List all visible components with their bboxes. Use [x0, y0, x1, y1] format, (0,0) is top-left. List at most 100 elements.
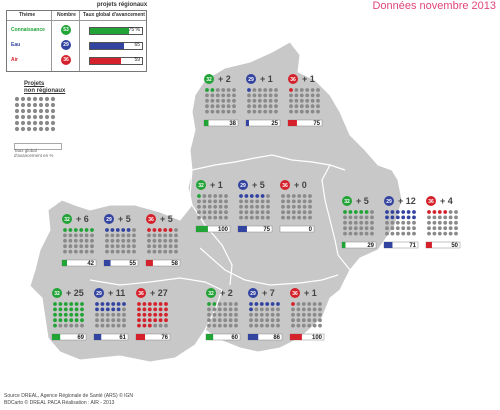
eau-count-badge — [238, 180, 248, 190]
grey-dot — [432, 226, 437, 231]
air-dot — [137, 312, 141, 317]
grey-dot — [210, 98, 215, 103]
grey-dot — [217, 323, 222, 328]
grey-dot — [105, 312, 110, 317]
air-dot — [291, 302, 295, 306]
grey-dot — [224, 199, 228, 204]
grey-dot — [168, 249, 173, 254]
grey-dot — [281, 199, 285, 204]
air-dot — [153, 312, 158, 317]
connaissance-progress-fill — [342, 242, 346, 248]
grey-dot — [205, 93, 209, 98]
grey-dot — [390, 220, 395, 225]
connaissance-progress-value: 60 — [231, 335, 238, 341]
grey-dot — [364, 220, 369, 225]
non-regional-dot — [32, 114, 38, 120]
air-progress-value: 76 — [161, 335, 168, 341]
grey-dot — [297, 194, 302, 198]
non-regional-dot — [32, 120, 38, 126]
connaissance-dot — [68, 228, 73, 232]
grey-dot — [265, 312, 270, 317]
non-regional-dot — [26, 108, 32, 114]
eau-progress-fill — [94, 334, 102, 340]
grey-dot — [239, 199, 243, 204]
grey-dot — [252, 104, 257, 109]
grey-dot — [266, 194, 270, 198]
grey-dot — [281, 194, 285, 198]
grey-dot — [286, 204, 291, 209]
non-regional-dot — [20, 102, 26, 108]
grey-dot — [84, 244, 89, 249]
bouches-du-rhone-eau-group: 29 + 11 61 — [93, 288, 129, 341]
grey-dot — [364, 231, 369, 236]
connaissance-dot — [69, 307, 74, 312]
grey-dot — [247, 93, 251, 98]
grey-dot — [308, 199, 312, 204]
grey-dot — [234, 312, 238, 317]
alpes-de-haute-provence-eau-group: 29 + 1 25 — [245, 74, 281, 127]
grey-dot — [291, 210, 296, 215]
eau-dot — [249, 194, 254, 198]
eau-dot — [259, 302, 264, 306]
air-count-text: 36 — [148, 217, 154, 223]
grey-dot — [454, 215, 458, 220]
eau-dot — [249, 302, 253, 306]
grey-dot — [257, 88, 262, 92]
air-progress-fill — [136, 334, 146, 340]
eau-dot — [239, 194, 243, 198]
grey-dot — [268, 98, 273, 103]
grey-dot — [296, 318, 301, 323]
grey-dot — [79, 238, 84, 243]
connaissance-dot — [79, 228, 84, 232]
grey-dot — [281, 215, 285, 220]
legend-count-badge-2: 36 — [61, 55, 71, 65]
grey-dot — [69, 323, 74, 328]
connaissance-dot — [343, 210, 347, 214]
grey-dot — [286, 199, 291, 204]
grey-dot — [305, 104, 310, 109]
grey-dot — [406, 220, 411, 225]
grey-dot — [68, 249, 73, 254]
grey-dot — [207, 199, 212, 204]
grey-dot — [234, 302, 238, 306]
grey-dot — [163, 244, 168, 249]
grey-dot — [255, 210, 260, 215]
grey-dot — [268, 93, 273, 98]
grey-dot — [157, 238, 162, 243]
grey-dot — [197, 204, 201, 209]
grey-dot — [310, 93, 315, 98]
grey-dot — [168, 244, 173, 249]
grey-dot — [301, 312, 306, 317]
eau-dot — [395, 215, 400, 220]
grey-dot — [291, 194, 296, 198]
connaissance-dot — [63, 228, 67, 232]
grey-dot — [217, 318, 222, 323]
non-regional-bar — [14, 143, 62, 150]
grey-dot — [111, 318, 116, 323]
grey-dot — [364, 215, 369, 220]
grey-dot — [259, 312, 264, 317]
eau-dot — [100, 302, 105, 306]
grey-dot — [260, 210, 265, 215]
grey-dot — [276, 318, 280, 323]
grey-dot — [212, 312, 217, 317]
grey-dot — [307, 312, 312, 317]
grey-dot — [153, 323, 158, 328]
grey-dot — [443, 231, 448, 236]
eau-dot — [265, 302, 270, 306]
grey-dot — [126, 238, 131, 243]
eau-extra-count: + 12 — [398, 196, 416, 206]
air-dot — [137, 302, 141, 306]
air-progress-value: 75 — [313, 121, 320, 127]
grey-dot — [207, 323, 211, 328]
air-dot — [158, 302, 163, 306]
grey-dot — [212, 323, 217, 328]
non-regional-dot — [20, 126, 26, 132]
grey-dot — [312, 312, 317, 317]
grey-dot — [265, 307, 270, 312]
eau-dot — [249, 307, 253, 312]
eau-progress-fill — [384, 242, 393, 248]
connaissance-progress-fill — [52, 334, 61, 340]
non-regional-dot — [14, 114, 20, 120]
connaissance-dot — [74, 318, 79, 323]
